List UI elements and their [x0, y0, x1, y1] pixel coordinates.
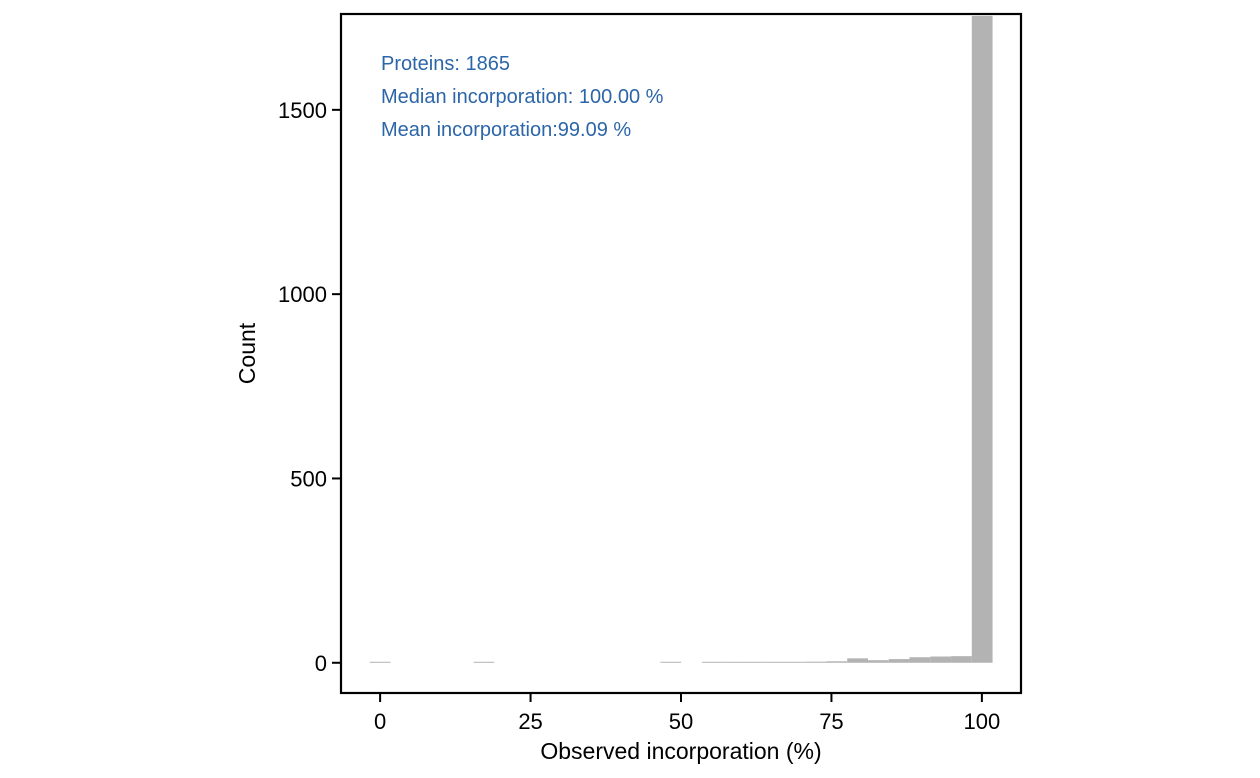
histogram-bar — [826, 661, 848, 663]
histogram-bar — [784, 661, 806, 663]
histogram-bar — [805, 661, 827, 663]
histogram-bar — [369, 661, 391, 663]
bars-layer — [369, 15, 993, 663]
y-axis: 0 500 1000 1500 — [278, 98, 340, 676]
histogram-bar — [473, 661, 495, 663]
y-tick-label: 1500 — [278, 98, 327, 123]
x-axis: 0 25 50 75 100 — [374, 694, 1000, 734]
histogram-bar — [847, 658, 868, 663]
x-tick-label: 0 — [374, 709, 386, 734]
histogram-bar — [743, 661, 765, 663]
histogram-bar — [888, 659, 910, 663]
x-tick-label: 50 — [669, 709, 693, 734]
annotation-line: Proteins: 1865 — [381, 53, 510, 75]
histogram-bar — [909, 657, 931, 663]
histogram-bar — [951, 656, 972, 663]
y-tick-label: 1000 — [278, 282, 327, 307]
x-tick-label: 75 — [819, 709, 843, 734]
annotation-line: Mean incorporation:99.09 % — [381, 119, 631, 141]
histogram-bar — [701, 661, 723, 663]
y-tick-label: 0 — [315, 651, 327, 676]
x-tick-label: 100 — [964, 709, 1001, 734]
histogram-bar — [722, 661, 744, 663]
histogram-bar — [764, 661, 785, 663]
y-axis-title: Count — [234, 322, 260, 384]
histogram-bar — [971, 15, 993, 663]
plot-panel-border — [339, 12, 1023, 695]
histogram-bar — [930, 656, 952, 663]
histogram-bar — [868, 660, 889, 663]
annotation-line: Median incorporation: 100.00 % — [381, 86, 664, 108]
x-tick-label: 25 — [518, 709, 542, 734]
y-tick-label: 500 — [290, 466, 327, 491]
annotation-layer: Proteins: 1865 Median incorporation: 100.… — [381, 53, 664, 141]
x-axis-title: Observed incorporation (%) — [540, 738, 821, 764]
histogram-bar — [660, 661, 682, 663]
